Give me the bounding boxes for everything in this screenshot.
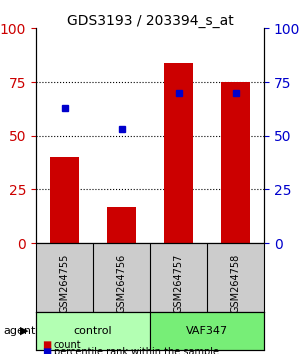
Text: ■: ■ [42, 340, 51, 350]
Text: GSM264756: GSM264756 [116, 253, 127, 313]
Text: GSM264755: GSM264755 [59, 253, 70, 313]
Text: count: count [54, 340, 82, 350]
Text: GSM264758: GSM264758 [230, 253, 241, 313]
FancyBboxPatch shape [36, 312, 150, 350]
Text: agent: agent [3, 326, 35, 336]
Text: ▶: ▶ [20, 326, 28, 336]
Bar [221, 82, 250, 243]
Text: GSM264757: GSM264757 [173, 253, 184, 313]
Text: VAF347: VAF347 [186, 326, 228, 336]
Text: control: control [74, 326, 112, 336]
Bar [164, 63, 193, 243]
Text: percentile rank within the sample: percentile rank within the sample [54, 347, 219, 354]
FancyBboxPatch shape [150, 312, 264, 350]
Bar [107, 207, 136, 243]
Text: GDS3193 / 203394_s_at: GDS3193 / 203394_s_at [67, 14, 233, 28]
Bar [50, 157, 79, 243]
Text: ■: ■ [42, 347, 51, 354]
